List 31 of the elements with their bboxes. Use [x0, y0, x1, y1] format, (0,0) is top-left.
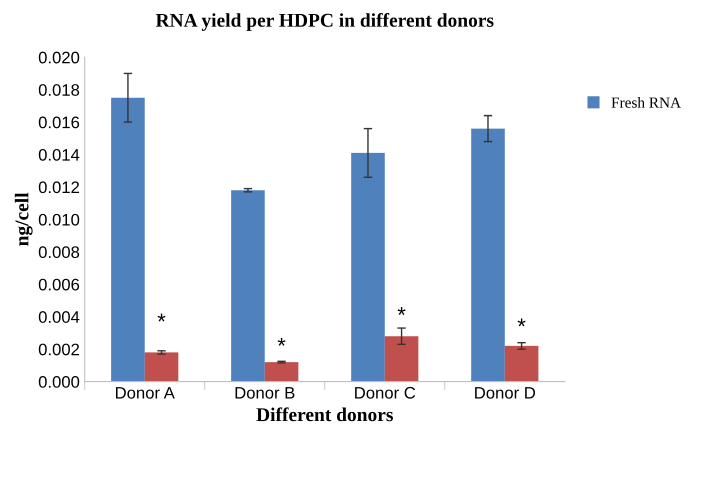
y-tick-label: 0.018: [38, 84, 80, 96]
y-tick-label: 0.014: [38, 148, 80, 161]
y-tick-label: 0.006: [38, 278, 80, 290]
bar: [231, 190, 265, 382]
y-tick-label: 0.020: [38, 52, 80, 64]
annotation: *: [278, 338, 286, 346]
x-axis-title: Different donors: [256, 407, 393, 422]
legend-label: Fresh RNA: [612, 97, 681, 108]
bar: [111, 98, 145, 382]
y-tick-label: 0.016: [38, 116, 80, 128]
y-tick-label: 0.012: [38, 181, 80, 194]
x-tick-label: Donor B: [236, 387, 294, 399]
bar: [384, 336, 418, 382]
x-tick-label: Donor A: [116, 387, 175, 399]
bar: [504, 346, 538, 382]
bar: [264, 362, 298, 382]
bar: [144, 352, 178, 382]
x-tick-label: Donor C: [355, 386, 416, 399]
y-axis-title: ng/cell: [14, 192, 33, 246]
y-tick-label: 0.000: [38, 376, 80, 388]
y-tick-label: 0.008: [38, 246, 80, 258]
y-tick-label: 0.010: [38, 214, 80, 226]
y-tick-label: 0.004: [38, 311, 80, 323]
y-tick-label: 0.002: [38, 344, 80, 356]
annotation: *: [518, 318, 526, 326]
annotation: *: [398, 307, 406, 315]
annotation: *: [158, 314, 166, 322]
x-tick-label: Donor D: [475, 387, 536, 399]
chart-title: RNA yield per HDPC in different donors: [156, 12, 494, 31]
bar: [351, 152, 385, 382]
bar: [471, 128, 505, 382]
